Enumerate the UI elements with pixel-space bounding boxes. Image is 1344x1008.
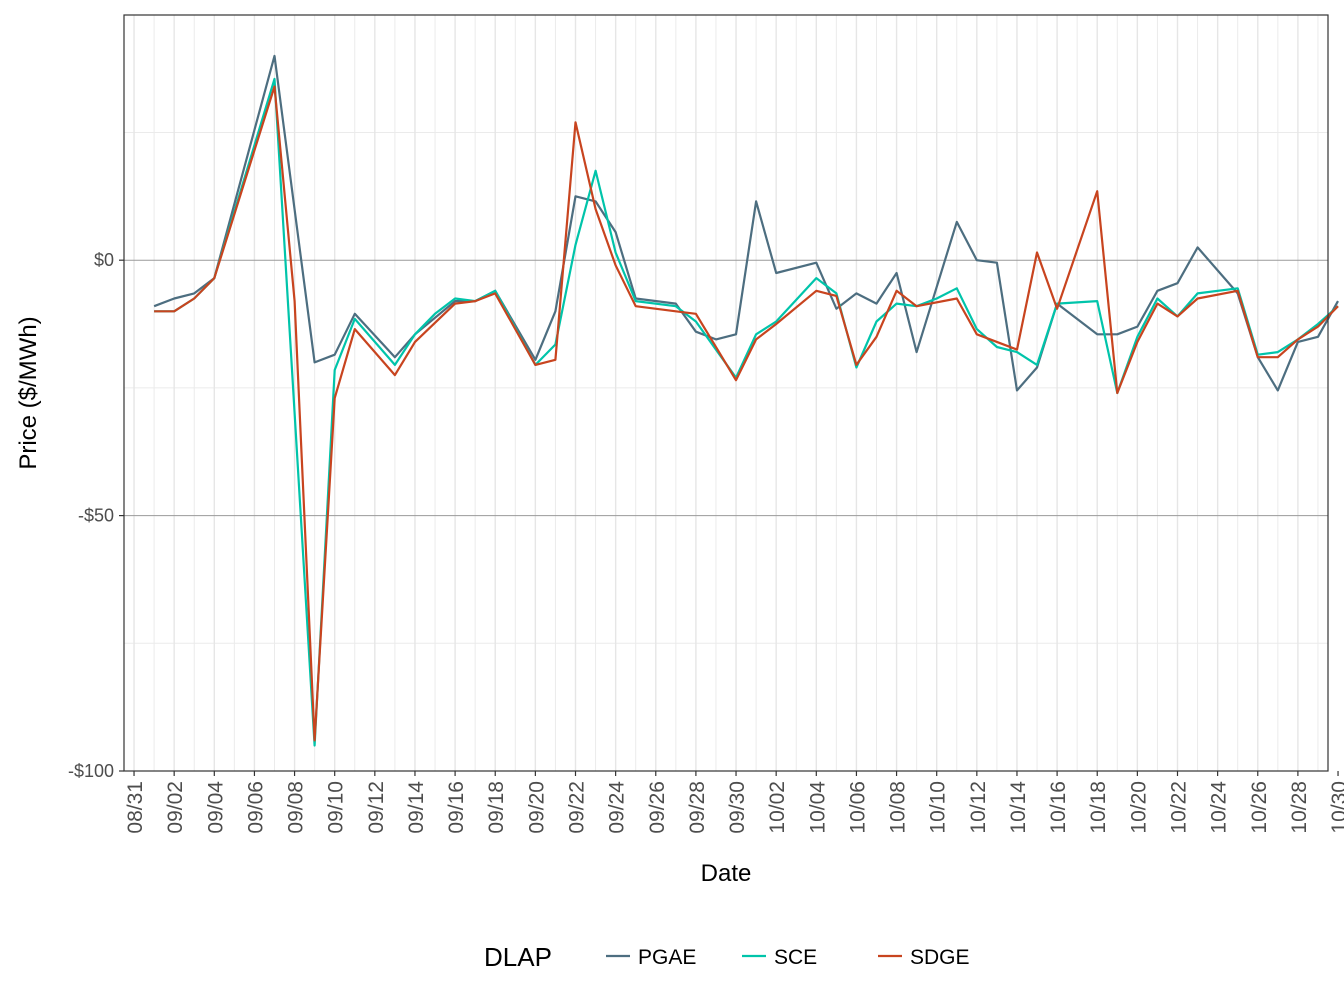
x-tick-label: 10/04 — [806, 781, 829, 834]
series-line-sce — [154, 77, 1339, 747]
minor-gridlines — [124, 15, 1328, 771]
x-tick-label: 10/12 — [967, 781, 990, 834]
x-tick-label: 09/14 — [405, 781, 428, 834]
x-tick-label: 09/04 — [204, 781, 227, 834]
series-line-sdge — [154, 85, 1339, 742]
legend-label-pgae: PGAE — [638, 946, 696, 969]
x-tick-label: 09/26 — [646, 781, 669, 834]
series-line-pgae — [153, 54, 1339, 392]
x-tick-label: 10/26 — [1248, 781, 1271, 834]
x-tick-label: 09/24 — [606, 781, 629, 834]
legend: DLAP PGAE SCE SDGE — [484, 942, 970, 972]
x-tick-label: 10/14 — [1007, 781, 1030, 834]
legend-title: DLAP — [484, 942, 552, 972]
y-axis: $0 -$50 -$100 — [68, 250, 124, 781]
legend-label-sce: SCE — [774, 946, 817, 969]
y-axis-title: Price ($/MWh) — [15, 316, 42, 469]
x-tick-label: 10/02 — [766, 781, 789, 834]
x-tick-label: 09/22 — [566, 781, 589, 834]
series-lines — [153, 54, 1339, 747]
y-tick-label: -$50 — [78, 506, 114, 526]
x-tick-label: 10/30 — [1328, 781, 1344, 834]
x-tick-label: 10/10 — [927, 781, 950, 834]
x-tick-label: 09/16 — [445, 781, 468, 834]
x-tick-label: 10/08 — [887, 781, 910, 834]
x-tick-label: 09/20 — [525, 781, 548, 834]
x-tick-label: 09/06 — [244, 781, 267, 834]
x-tick-label: 10/06 — [846, 781, 869, 834]
x-tick-label: 10/20 — [1127, 781, 1150, 834]
y-tick-label: -$100 — [68, 761, 114, 781]
plot-panel-border — [123, 14, 1329, 772]
legend-label-sdge: SDGE — [910, 946, 970, 969]
x-tick-label: 08/31 — [124, 781, 147, 834]
x-tick-label: 09/28 — [686, 781, 709, 834]
x-tick-label: 10/18 — [1087, 781, 1110, 834]
x-tick-label: 10/24 — [1208, 781, 1231, 834]
y-tick-label: $0 — [94, 250, 114, 270]
x-tick-label: 09/08 — [285, 781, 308, 834]
x-tick-label: 09/18 — [485, 781, 508, 834]
x-tick-label: 10/16 — [1047, 781, 1070, 834]
major-gridlines — [124, 15, 1328, 772]
x-axis: 08/31 09/02 09/04 09/06 09/08 09/10 09/12 09/14… — [124, 771, 1344, 834]
x-tick-label: 10/22 — [1168, 781, 1191, 834]
x-tick-label: 09/12 — [365, 781, 388, 834]
x-tick-label: 09/10 — [325, 781, 348, 834]
x-tick-label: 09/02 — [164, 781, 187, 834]
x-axis-title: Date — [701, 860, 752, 887]
x-tick-label: 10/28 — [1288, 781, 1311, 834]
x-tick-label: 09/30 — [726, 781, 749, 834]
